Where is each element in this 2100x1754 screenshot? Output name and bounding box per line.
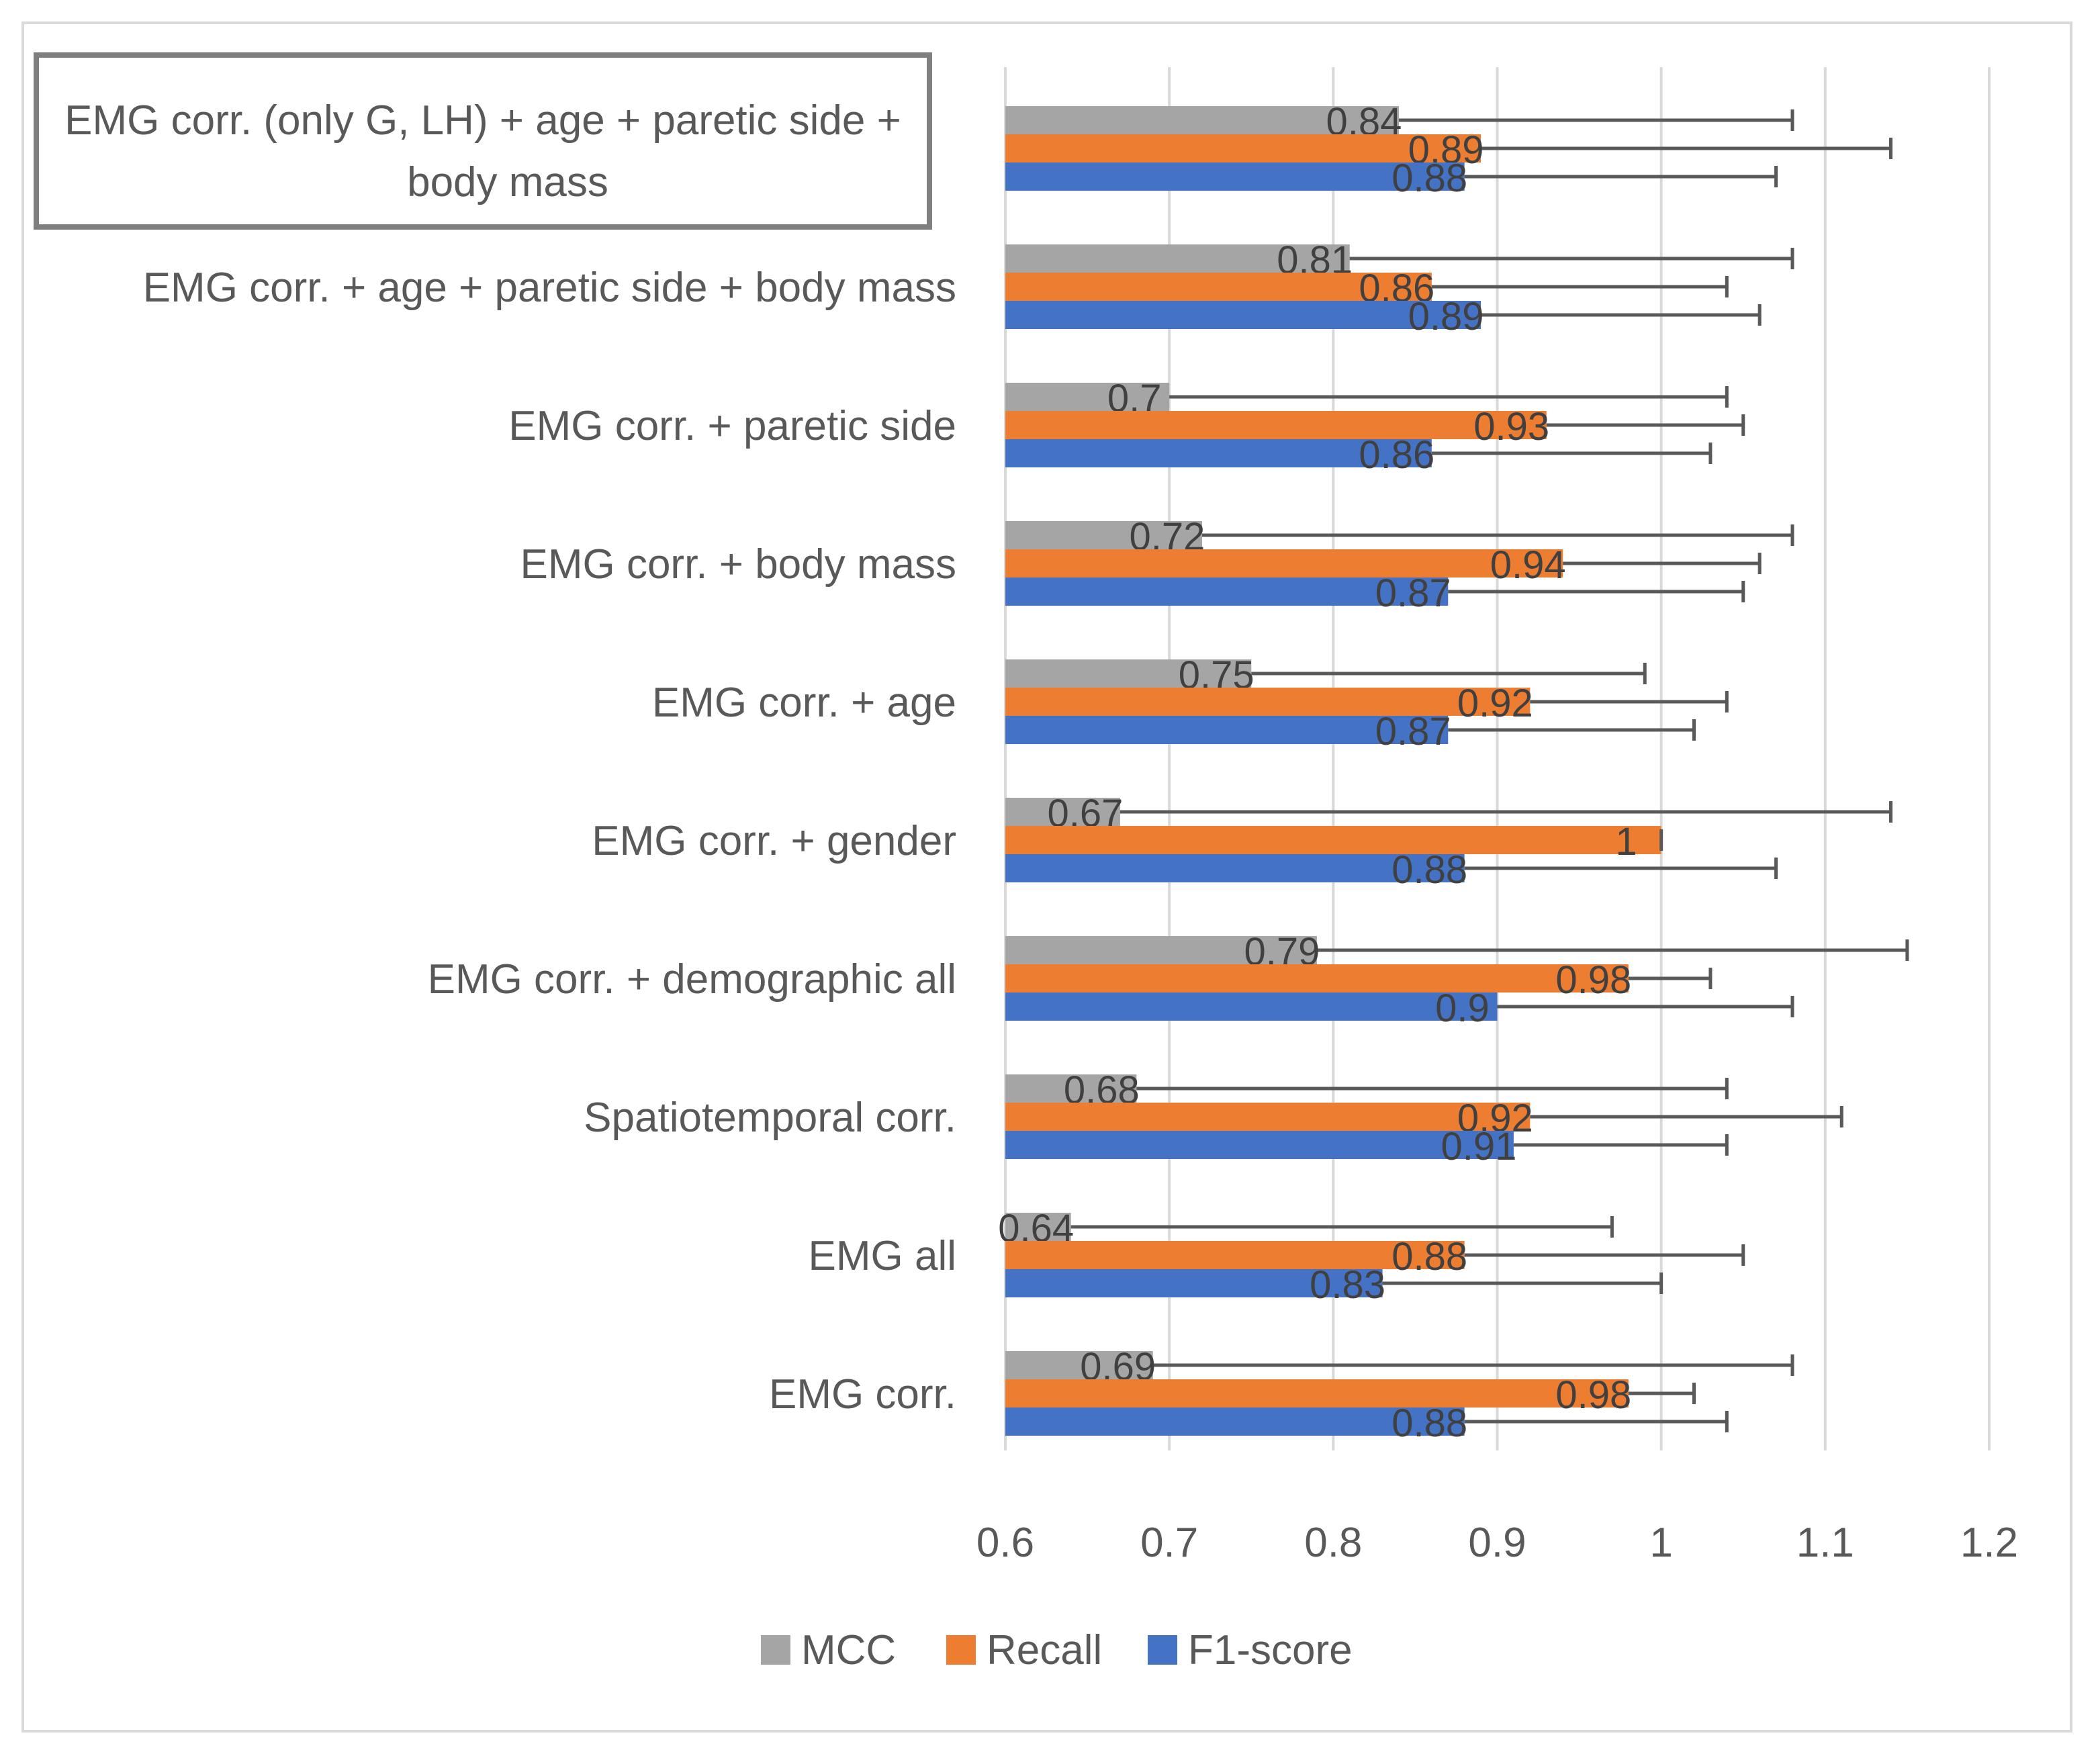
data-label: 0.92 bbox=[1457, 682, 1533, 725]
x-tick-label: 0.9 bbox=[1468, 1520, 1526, 1566]
category-label: EMG corr. + body mass bbox=[520, 541, 957, 588]
bar-f1-score bbox=[1005, 1131, 1514, 1159]
bar-recall bbox=[1005, 134, 1481, 163]
bar-mcc bbox=[1005, 244, 1350, 273]
bar-mcc bbox=[1005, 1074, 1137, 1103]
data-label: 0.87 bbox=[1375, 571, 1451, 615]
x-tick-label: 0.7 bbox=[1140, 1520, 1198, 1566]
category-label: body mass bbox=[407, 159, 608, 205]
legend-swatch-f1-score bbox=[1148, 1635, 1177, 1665]
bar-mcc bbox=[1005, 936, 1317, 964]
bar-recall bbox=[1005, 411, 1547, 439]
bar-recall bbox=[1005, 1103, 1531, 1131]
data-label: 0.89 bbox=[1408, 295, 1484, 338]
bar-f1-score bbox=[1005, 1407, 1465, 1436]
bar-mcc bbox=[1005, 521, 1202, 549]
bar-recall bbox=[1005, 273, 1432, 301]
bar-f1-score bbox=[1005, 439, 1432, 467]
bar-mcc bbox=[1005, 659, 1252, 688]
bar-mcc bbox=[1005, 1351, 1153, 1379]
category-label: EMG corr. + paretic side bbox=[508, 403, 956, 449]
category-label: EMG corr. bbox=[769, 1371, 956, 1418]
category-label: Spatiotemporal corr. bbox=[584, 1095, 956, 1141]
data-label: 0.93 bbox=[1473, 405, 1549, 449]
bar-recall bbox=[1005, 688, 1531, 716]
bar-recall bbox=[1005, 964, 1629, 993]
data-label: 0.87 bbox=[1375, 710, 1451, 753]
data-label: 0.91 bbox=[1441, 1125, 1516, 1168]
data-label: 0.88 bbox=[1391, 1401, 1467, 1445]
x-tick-label: 1.2 bbox=[1960, 1520, 2018, 1566]
legend-swatch-mcc bbox=[761, 1635, 790, 1665]
x-tick-label: 1 bbox=[1649, 1520, 1672, 1566]
bar-recall bbox=[1005, 1379, 1629, 1407]
data-label: 0.98 bbox=[1555, 1373, 1631, 1417]
bar-f1-score bbox=[1005, 993, 1498, 1021]
bar-f1-score bbox=[1005, 854, 1465, 882]
data-label: 0.83 bbox=[1310, 1263, 1385, 1307]
data-label: 0.9 bbox=[1435, 986, 1490, 1030]
bar-recall bbox=[1005, 826, 1661, 854]
bar-recall bbox=[1005, 1241, 1465, 1269]
bar-f1-score bbox=[1005, 1269, 1383, 1297]
category-label: EMG corr. + gender bbox=[592, 818, 956, 864]
legend-label: Recall bbox=[987, 1627, 1102, 1673]
category-label: EMG corr. + age + paretic side + body ma… bbox=[143, 265, 956, 311]
category-label: EMG corr. (only G, LH) + age + paretic s… bbox=[64, 97, 901, 144]
data-label: 0.88 bbox=[1391, 848, 1467, 892]
x-tick-label: 1.1 bbox=[1796, 1520, 1854, 1566]
legend-label: F1-score bbox=[1188, 1627, 1353, 1673]
x-tick-label: 0.6 bbox=[976, 1520, 1034, 1566]
bar-mcc bbox=[1005, 383, 1170, 411]
data-label: 1 bbox=[1616, 820, 1637, 864]
data-label: 0.88 bbox=[1391, 1235, 1467, 1279]
data-label: 0.98 bbox=[1555, 958, 1631, 1002]
bar-recall bbox=[1005, 549, 1563, 578]
bar-f1-score bbox=[1005, 578, 1449, 606]
highlight-box bbox=[34, 52, 932, 230]
category-label: EMG corr. + demographic all bbox=[428, 956, 956, 1003]
bar-f1-score bbox=[1005, 163, 1465, 191]
x-tick-label: 0.8 bbox=[1304, 1520, 1362, 1566]
data-label: 0.88 bbox=[1391, 156, 1467, 200]
bar-mcc bbox=[1005, 1213, 1071, 1241]
bar-mcc bbox=[1005, 798, 1120, 826]
legend-label: MCC bbox=[801, 1627, 896, 1673]
bar-mcc bbox=[1005, 106, 1399, 134]
data-label: 0.94 bbox=[1490, 543, 1566, 587]
category-label: EMG all bbox=[809, 1233, 956, 1279]
legend-swatch-recall bbox=[946, 1635, 976, 1665]
bar-f1-score bbox=[1005, 716, 1449, 744]
category-label: EMG corr. + age bbox=[652, 680, 956, 726]
bar-f1-score bbox=[1005, 301, 1481, 329]
data-label: 0.86 bbox=[1359, 433, 1434, 477]
